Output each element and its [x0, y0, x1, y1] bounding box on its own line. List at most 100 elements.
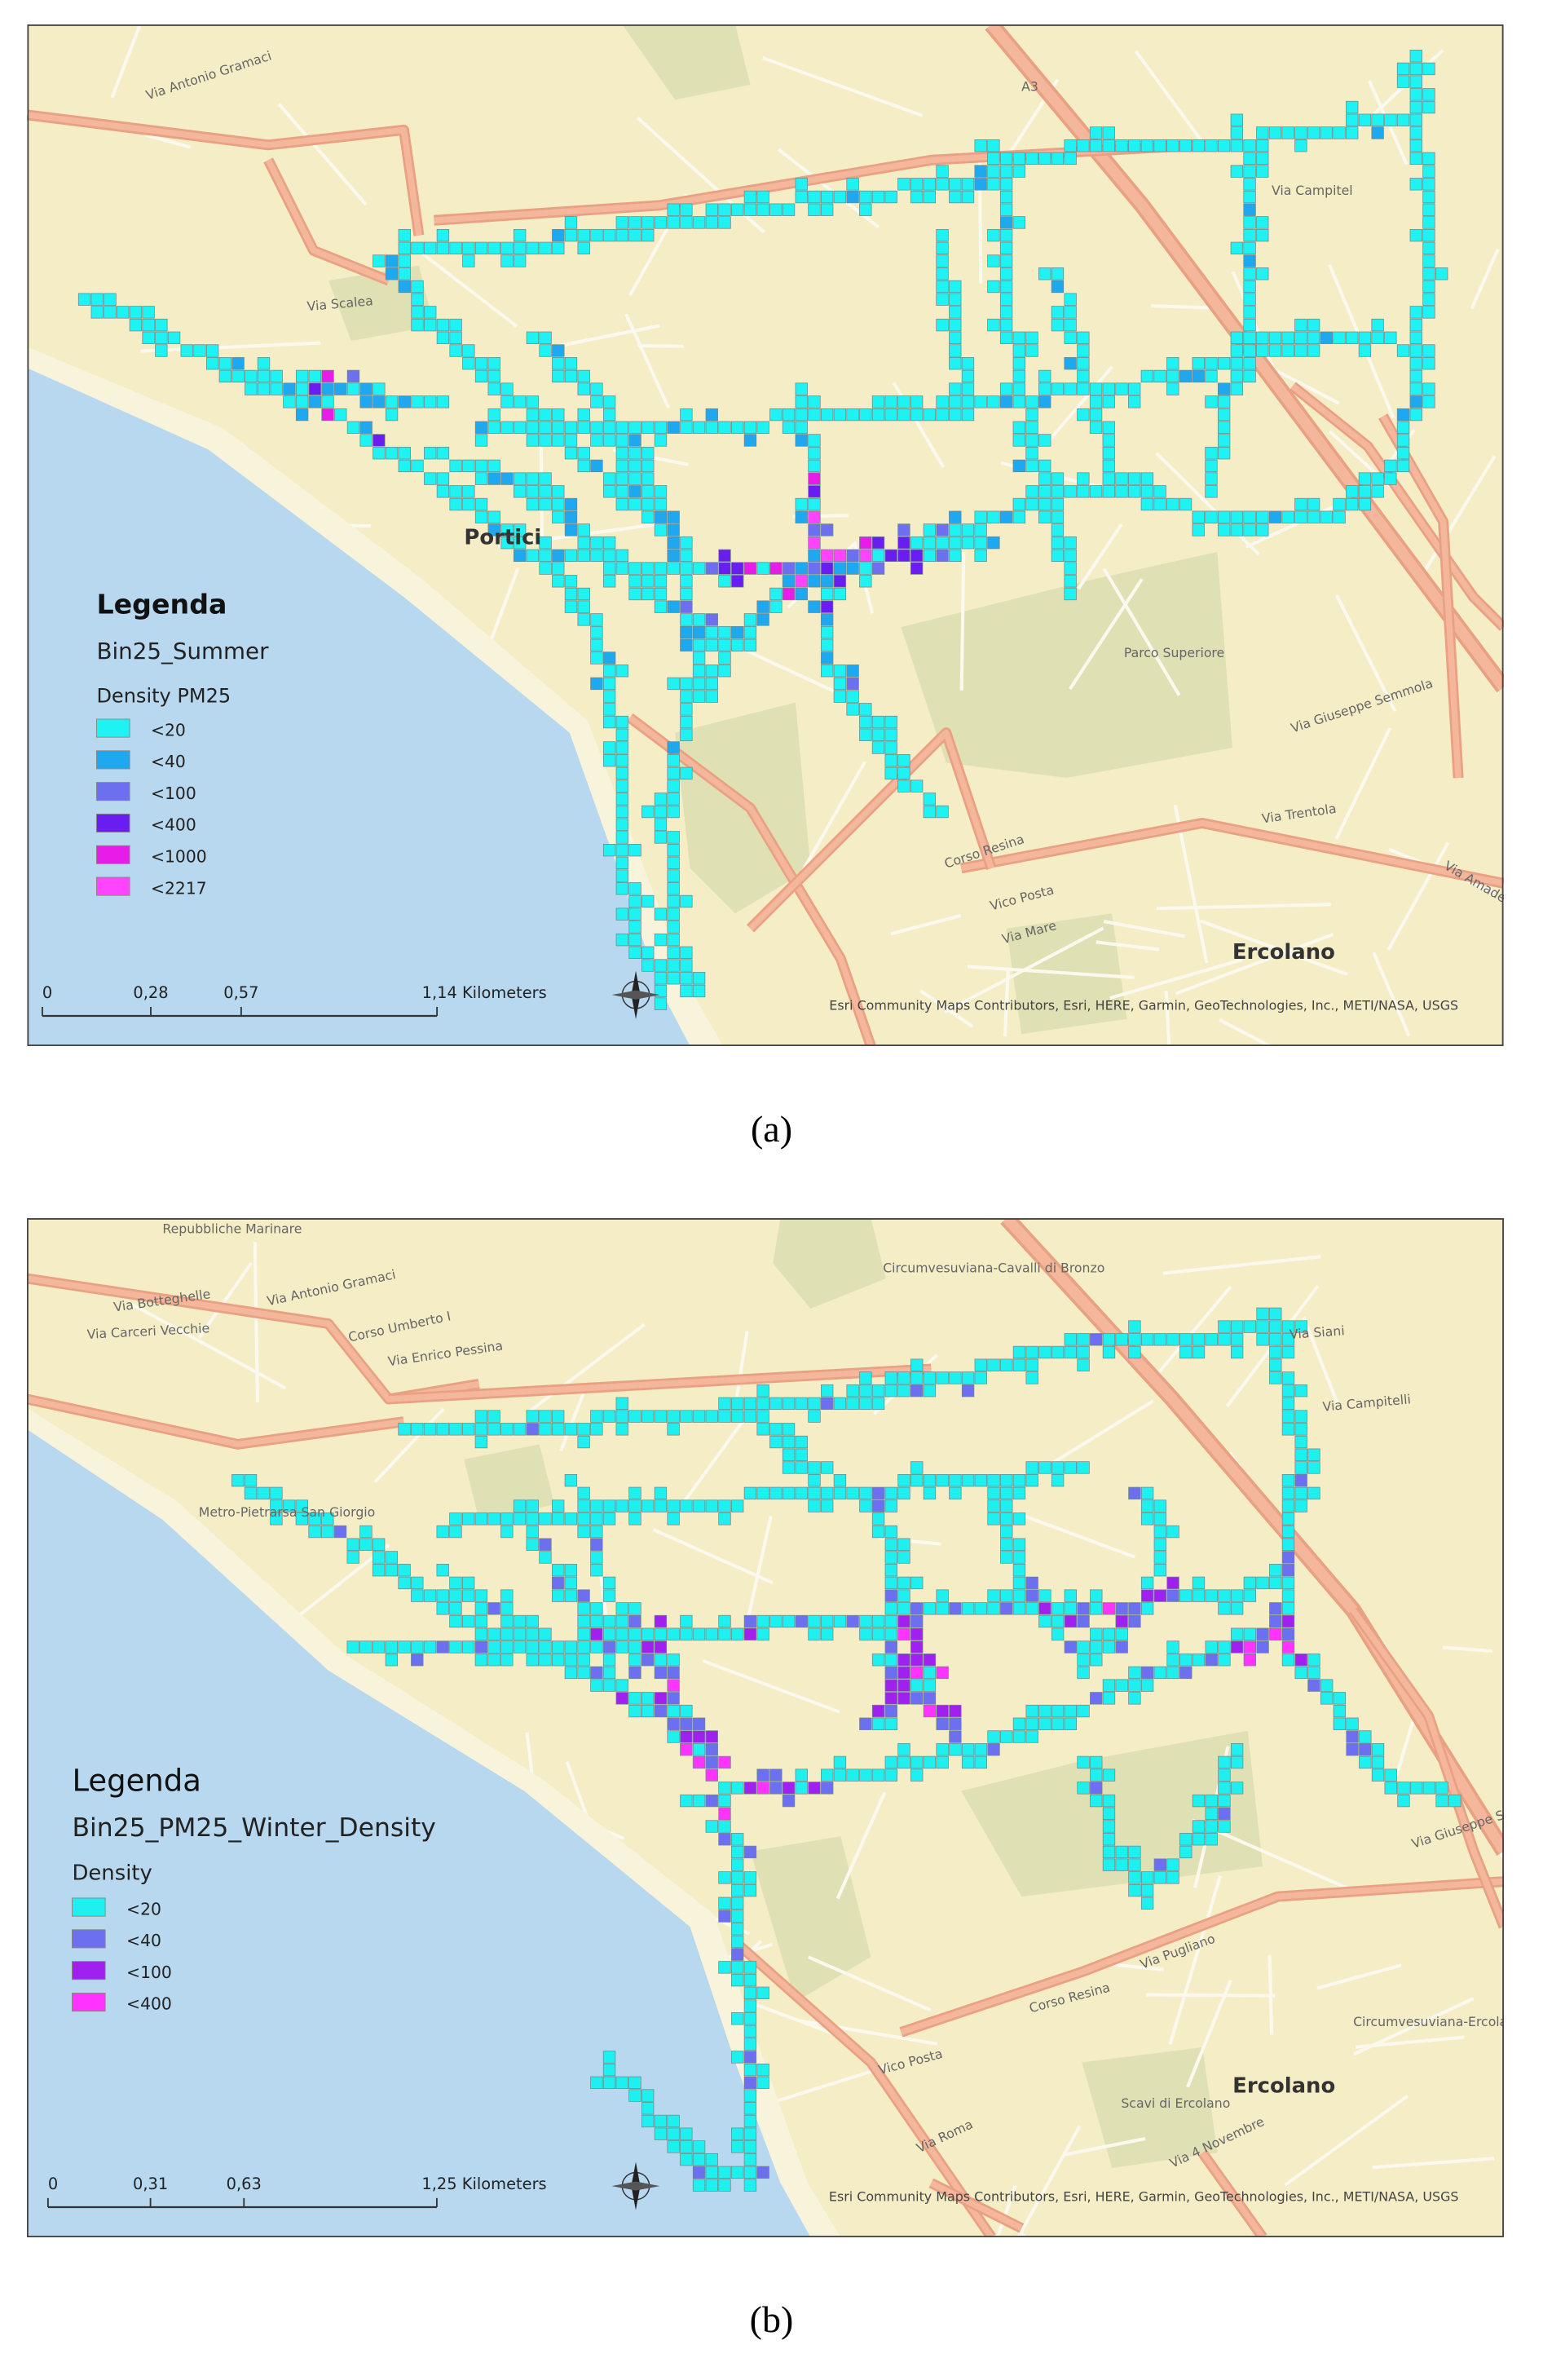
density-cell — [808, 562, 821, 575]
density-cell — [142, 318, 155, 332]
density-cell — [949, 536, 962, 550]
place-label: Via Siani — [1289, 1322, 1345, 1342]
density-cell — [1025, 1576, 1038, 1590]
density-cell — [1346, 485, 1359, 498]
density-cell — [590, 677, 603, 691]
density-cell — [654, 1692, 668, 1705]
density-cell — [1409, 369, 1422, 383]
density-cell — [936, 1717, 949, 1730]
density-cell — [910, 1666, 924, 1680]
density-cell — [1102, 421, 1115, 434]
density-cell — [551, 1564, 565, 1577]
density-cell — [628, 2089, 641, 2102]
density-cell — [1025, 1704, 1038, 1718]
density-cell — [218, 357, 232, 370]
density-cell — [423, 1640, 437, 1654]
density-cell — [718, 2166, 731, 2179]
density-cell — [1217, 357, 1231, 370]
density-cell — [602, 472, 616, 485]
density-cell — [705, 421, 718, 434]
density-cell — [1128, 1333, 1141, 1346]
density-cell — [1371, 1768, 1385, 1782]
density-cell — [795, 587, 808, 601]
density-cell — [705, 1499, 718, 1512]
density-cell — [551, 1654, 565, 1667]
density-cell — [1090, 1794, 1103, 1808]
density-cell — [628, 1499, 641, 1512]
density-cell — [808, 549, 821, 563]
density-cell — [871, 728, 885, 741]
density-cell — [487, 459, 500, 473]
density-cell — [526, 241, 540, 255]
density-cell — [1256, 165, 1269, 178]
street — [743, 1516, 773, 1632]
density-cell — [1077, 369, 1090, 383]
density-cell — [424, 395, 437, 408]
density-cell — [1153, 1589, 1167, 1602]
density-cell — [270, 1512, 283, 1526]
density-cell — [1422, 357, 1435, 370]
density-cell — [871, 1486, 885, 1500]
density-cell — [743, 613, 757, 626]
density-cell — [923, 1679, 937, 1692]
density-cell — [743, 2038, 757, 2051]
density-cell — [949, 190, 962, 204]
density-cell — [923, 178, 937, 191]
density-cell — [846, 665, 859, 678]
density-cell — [1243, 152, 1256, 166]
density-cell — [692, 1627, 706, 1640]
density-cell — [1256, 344, 1269, 357]
density-cell — [897, 1551, 910, 1564]
density-cell — [756, 1614, 769, 1628]
density-cell — [1422, 203, 1435, 216]
density-cell — [859, 562, 872, 575]
density-cell — [1256, 1627, 1269, 1640]
density-cell — [731, 1910, 744, 1923]
density-cell — [987, 395, 1000, 408]
density-cell — [884, 1371, 897, 1384]
scale-label: 0,28 — [133, 983, 168, 1002]
density-cell — [897, 1474, 910, 1487]
legend-layer: Bin25_Summer — [96, 638, 269, 665]
density-cell — [552, 485, 565, 498]
scale-label: 1,14 Kilometers — [422, 983, 547, 1002]
density-cell — [1256, 523, 1269, 536]
density-cell — [628, 459, 641, 473]
density-cell — [1038, 1461, 1051, 1474]
density-cell — [1243, 523, 1256, 536]
density-cell — [577, 382, 590, 395]
density-cell — [385, 408, 399, 422]
density-cell — [461, 1589, 475, 1602]
density-cell — [1025, 497, 1038, 511]
density-cell — [884, 1640, 897, 1654]
density-cell — [1115, 1333, 1128, 1346]
density-cell — [628, 587, 641, 601]
density-cell — [373, 447, 386, 460]
density-cell — [436, 1602, 449, 1615]
density-cell — [821, 587, 834, 601]
density-cell — [654, 1614, 668, 1628]
density-cell — [1281, 1486, 1295, 1500]
density-cell — [449, 459, 462, 473]
density-cell — [1243, 139, 1256, 152]
density-cell — [1038, 369, 1051, 383]
density-cell — [590, 2076, 603, 2090]
density-cell — [385, 1564, 399, 1577]
density-cell — [1281, 1423, 1295, 1436]
road-inner — [1290, 383, 1504, 629]
density-cell — [564, 1423, 578, 1436]
density-cell — [667, 1666, 680, 1680]
street — [1284, 2095, 1409, 2187]
density-cell — [1281, 1614, 1295, 1628]
density-cell — [577, 459, 590, 473]
density-cell — [654, 2114, 668, 2128]
density-cell — [859, 1371, 872, 1384]
density-cell — [705, 1410, 718, 1423]
density-cell — [1077, 139, 1090, 152]
density-cell — [961, 357, 975, 370]
density-cell — [999, 178, 1013, 191]
density-cell — [564, 1576, 578, 1590]
density-cell — [987, 1358, 1000, 1371]
